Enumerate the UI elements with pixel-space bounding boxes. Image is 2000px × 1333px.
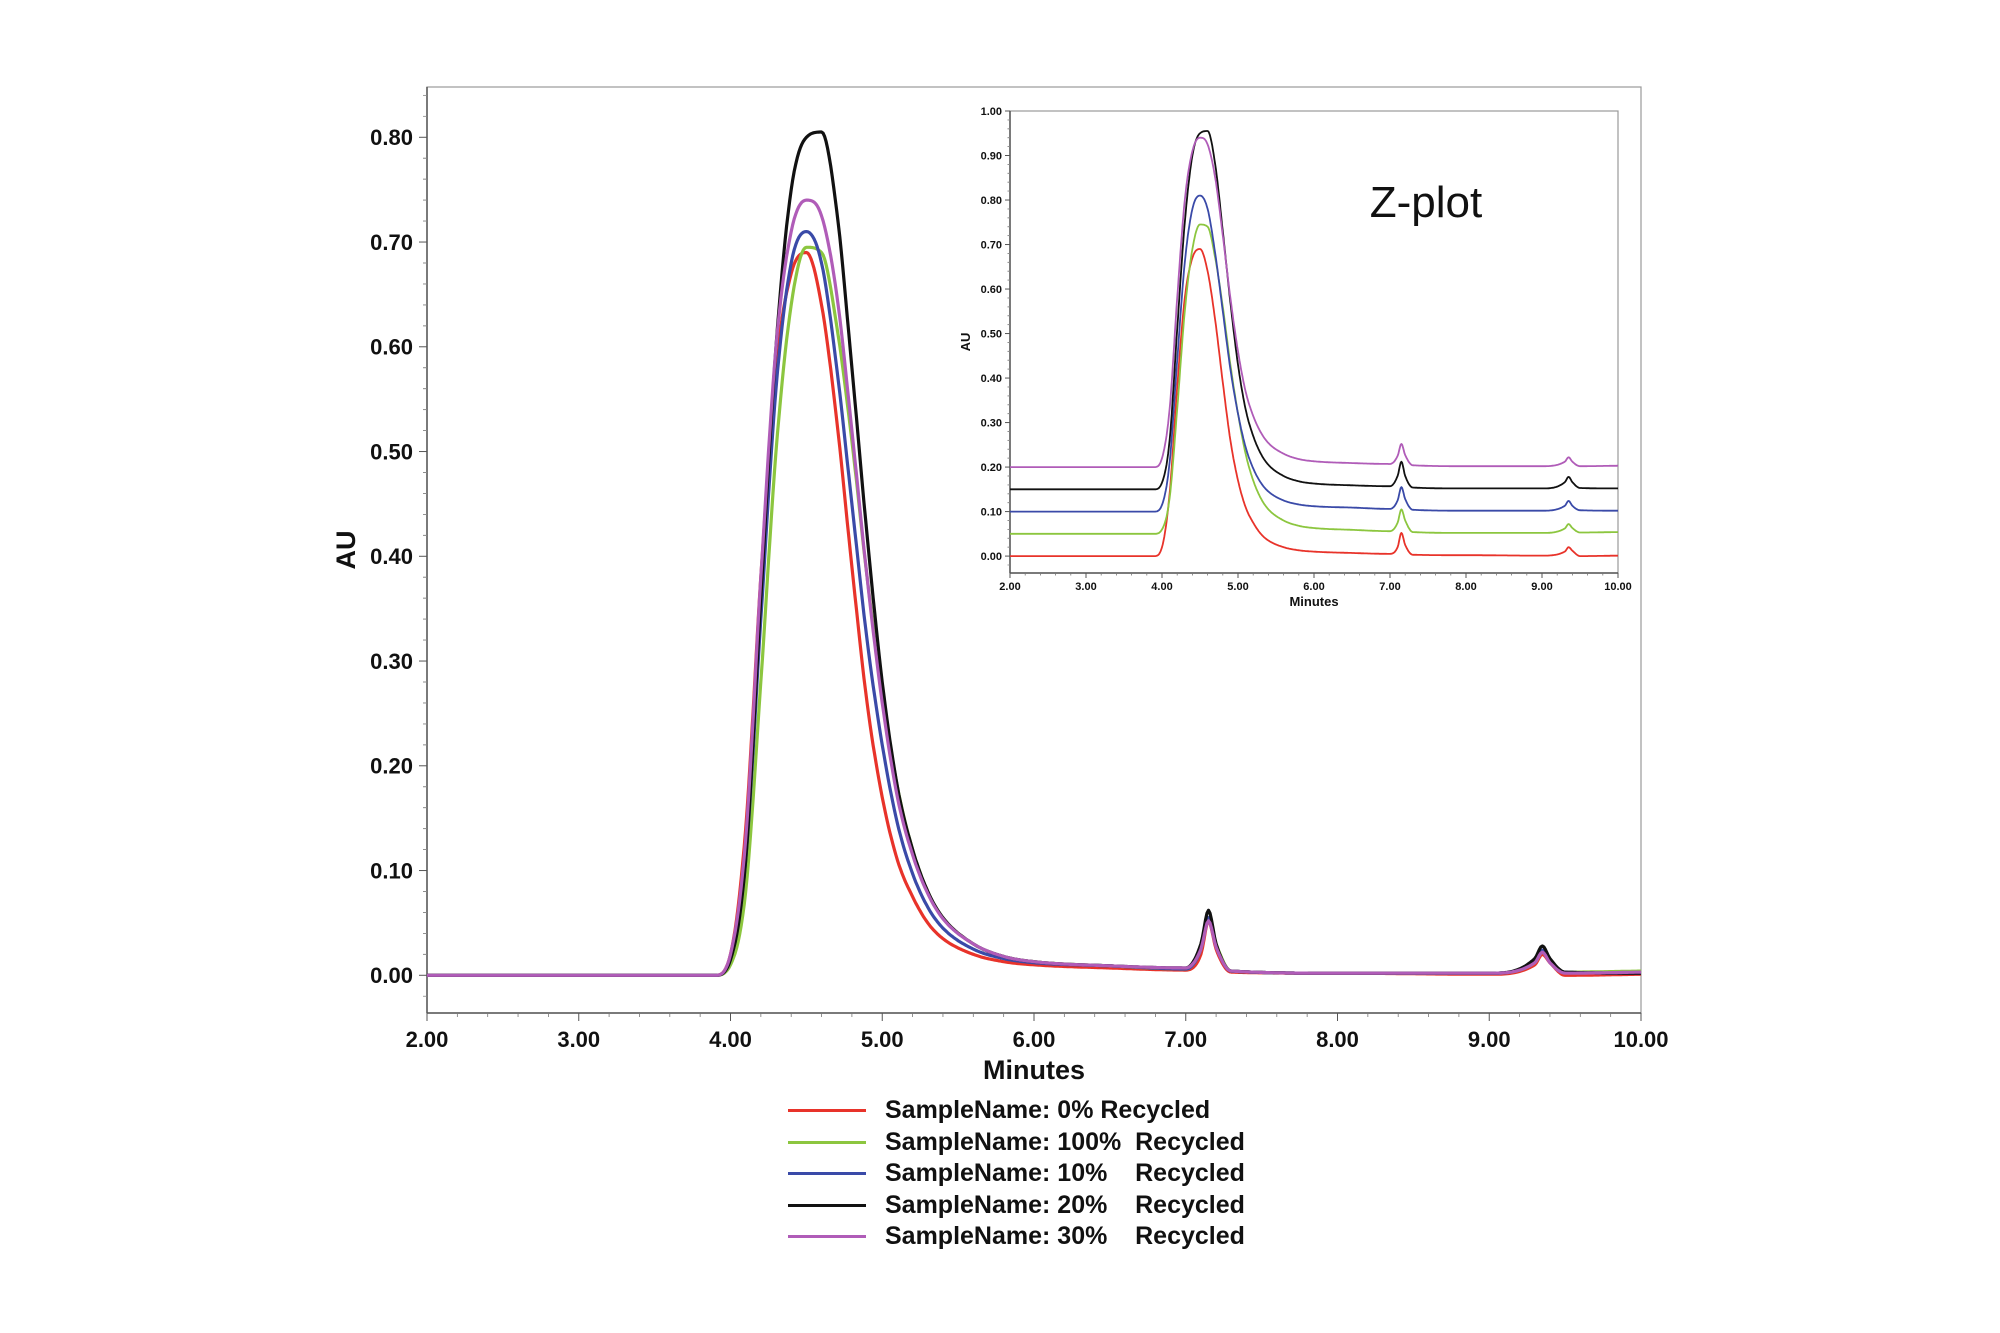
series-line [1010,130,1618,491]
plot-frame [1009,110,1619,574]
y-tick-label: 0.90 [981,150,1002,162]
x-tick-label: 8.00 [1455,581,1476,593]
x-tick-label: 7.00 [1164,1027,1207,1052]
legend-item: SampleName: 0% Recycled [788,1095,1245,1127]
legend-label: SampleName: 100% Recycled [885,1127,1245,1156]
legend-swatch [788,1109,866,1113]
x-tick-label: 2.00 [406,1027,449,1052]
x-tick-label: 5.00 [861,1027,904,1052]
y-tick-label: 0.70 [370,230,413,255]
x-tick-label: 2.00 [999,581,1020,593]
legend-item: SampleName: 10% Recycled [788,1158,1245,1190]
x-tick-label: 8.00 [1316,1027,1359,1052]
x-tick-label: 4.00 [1151,581,1172,593]
y-tick-label: 0.00 [370,963,413,988]
legend-swatch [788,1235,866,1239]
chart-title: Z-plot [1370,178,1482,227]
x-tick-label: 3.00 [1075,581,1096,593]
x-tick-label: 9.00 [1531,581,1552,593]
x-tick-label: 10.00 [1613,1027,1668,1052]
x-axis-title: Minutes [1289,594,1338,609]
y-tick-label: 1.00 [981,106,1002,118]
legend-swatch [788,1203,866,1207]
series-line [427,198,1641,977]
y-tick-label: 0.80 [370,125,413,150]
x-tick-label: 6.00 [1303,581,1324,593]
y-tick-label: 0.50 [981,329,1002,341]
legend-label: SampleName: 10% Recycled [885,1159,1245,1188]
series-line [1010,223,1618,535]
legend: SampleName: 0% Recycled SampleName: 100%… [788,1095,1245,1253]
y-tick-label: 0.60 [370,335,413,360]
y-tick-label: 0.10 [981,507,1002,519]
legend-item: SampleName: 20% Recycled [788,1190,1245,1222]
legend-label: SampleName: 20% Recycled [885,1190,1245,1219]
y-tick-label: 0.30 [981,418,1002,430]
y-tick-label: 0.70 [981,239,1002,251]
series-line [1010,248,1618,557]
y-tick-label: 0.20 [981,462,1002,474]
series-line [1010,194,1618,513]
legend-item: SampleName: 100% Recycled [788,1127,1245,1159]
x-tick-label: 4.00 [709,1027,752,1052]
x-axis-title: Minutes [983,1055,1085,1085]
y-tick-label: 0.50 [370,439,413,464]
x-tick-label: 6.00 [1013,1027,1056,1052]
y-tick-label: 0.40 [370,544,413,569]
y-axis-title: AU [958,333,973,352]
legend-swatch [788,1172,866,1176]
x-tick-label: 3.00 [557,1027,600,1052]
legend-swatch [788,1140,866,1144]
series-line [1010,136,1618,468]
legend-label: SampleName: 30% Recycled [885,1222,1245,1251]
inset-chart: 2.00 3.00 4.00 5.00 6.00 7.00 8.00 9.00 10.00 0.0… [958,106,1632,609]
y-tick-label: 0.00 [981,551,1002,563]
y-tick-label: 0.30 [370,649,413,674]
x-tick-label: 5.00 [1227,581,1248,593]
y-tick-label: 0.40 [981,373,1002,385]
x-tick-label: 10.00 [1604,581,1632,593]
legend-item: SampleName: 30% Recycled [788,1221,1245,1253]
y-tick-label: 0.60 [981,284,1002,296]
y-tick-label: 0.10 [370,858,413,883]
y-axis-title: AU [331,531,361,570]
y-tick-label: 0.80 [981,195,1002,207]
x-tick-label: 7.00 [1379,581,1400,593]
y-tick-label: 0.20 [370,754,413,779]
legend-label: SampleName: 0% Recycled [885,1096,1211,1125]
x-tick-label: 9.00 [1468,1027,1511,1052]
